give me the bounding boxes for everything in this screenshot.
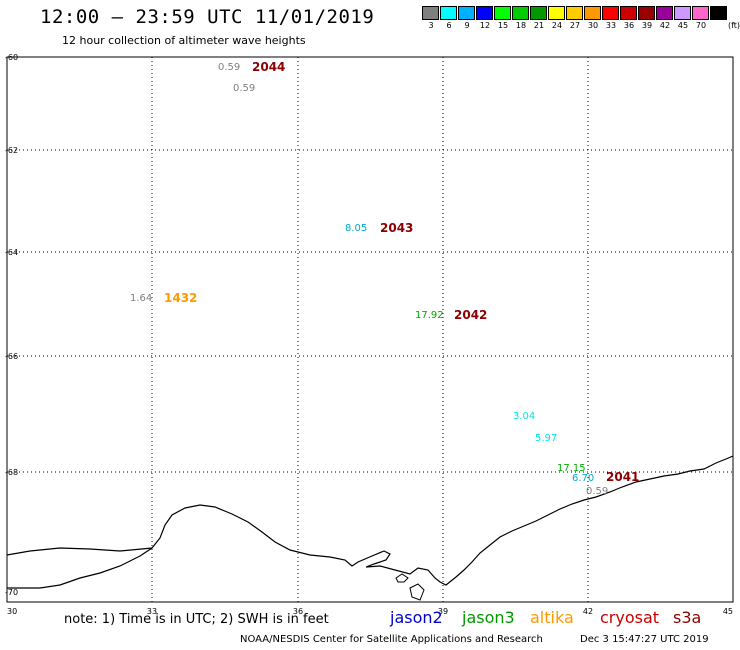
wave-height-value: 6.70 xyxy=(572,473,594,484)
legend-swatch xyxy=(584,6,601,20)
wave-height-value: 5.97 xyxy=(535,433,557,444)
graticule xyxy=(7,57,733,602)
legend-swatch-label: 18 xyxy=(515,21,527,30)
legend-swatch xyxy=(548,6,565,20)
credit-line: NOAA/NESDIS Center for Satellite Applica… xyxy=(240,634,543,645)
latitude-tick-label: -70 xyxy=(5,588,18,597)
legend-jason2: jason2 xyxy=(390,608,443,627)
pass-time-label: 1432 xyxy=(164,291,197,305)
wave-height-value: 8.05 xyxy=(345,223,367,234)
legend-cryosat: cryosat xyxy=(600,608,660,627)
legend-swatch xyxy=(692,6,709,20)
legend-swatch-label: 15 xyxy=(497,21,509,30)
longitude-tick-label: 33 xyxy=(147,607,157,616)
legend-swatch-label: 6 xyxy=(446,21,452,30)
legend-swatch xyxy=(656,6,673,20)
legend-swatch-label: 27 xyxy=(569,21,581,30)
longitude-tick-label: 30 xyxy=(7,607,17,616)
generation-timestamp: Dec 3 15:47:27 UTC 2019 xyxy=(580,634,709,645)
pass-time-label: 2041 xyxy=(606,470,639,484)
longitude-tick-label: 42 xyxy=(583,607,593,616)
legend-swatch-label: 3 xyxy=(428,21,434,30)
legend-swatch-label: 9 xyxy=(464,21,470,30)
legend-swatch xyxy=(440,6,457,20)
legend-unit: (ft) xyxy=(728,21,740,30)
legend-swatch xyxy=(620,6,637,20)
legend-swatch-label: 42 xyxy=(659,21,671,30)
wave-height-value: 0.59 xyxy=(233,83,255,94)
map-subtitle: 12 hour collection of altimeter wave hei… xyxy=(62,34,306,47)
legend-swatch xyxy=(530,6,547,20)
latitude-tick-label: -68 xyxy=(5,468,18,477)
longitude-tick-label: 36 xyxy=(293,607,303,616)
legend-swatch-label: 12 xyxy=(479,21,491,30)
legend-s3a: s3a xyxy=(673,608,702,627)
pass-time-label: 2042 xyxy=(454,308,487,322)
legend-swatch xyxy=(566,6,583,20)
legend-swatch xyxy=(710,6,727,20)
axis-tick-labels: 30 33 36 39 42 45 -60 -62 -64 -66 -68 -70 xyxy=(5,53,733,616)
latitude-tick-label: -62 xyxy=(5,146,18,155)
pass-time-label: 2043 xyxy=(380,221,413,235)
legend-swatch-label: 30 xyxy=(587,21,599,30)
legend-swatch-label: 36 xyxy=(623,21,635,30)
legend-swatch xyxy=(638,6,655,20)
coastline-island xyxy=(409,583,425,601)
wave-height-value: 1.64 xyxy=(130,293,152,304)
wave-height-value: 17.15 xyxy=(557,463,586,474)
latitude-tick-label: -64 xyxy=(5,248,18,257)
wave-height-legend xyxy=(422,6,728,20)
coastline-segment xyxy=(6,547,153,556)
map-frame xyxy=(6,56,734,603)
legend-swatch xyxy=(458,6,475,20)
units-note: note: 1) Time is in UTC; 2) SWH is in fe… xyxy=(64,612,329,627)
longitude-tick-label: 39 xyxy=(438,607,448,616)
wave-height-value: 3.04 xyxy=(513,411,535,422)
legend-swatch xyxy=(674,6,691,20)
observation-labels: 0.59 2044 0.59 8.05 2043 1.64 1432 17.92 2042 3.0… xyxy=(130,60,639,497)
legend-altika: altika xyxy=(530,608,574,627)
longitude-tick-label: 45 xyxy=(723,607,733,616)
legend-swatch-label: 70 xyxy=(695,21,707,30)
legend-swatch xyxy=(476,6,493,20)
pass-time-label: 2044 xyxy=(252,60,285,74)
legend-swatch xyxy=(494,6,511,20)
legend-swatch-label: 21 xyxy=(533,21,545,30)
legend-swatch xyxy=(602,6,619,20)
legend-swatch-label: 45 xyxy=(677,21,689,30)
legend-swatch-label: 39 xyxy=(641,21,653,30)
legend-jason3: jason3 xyxy=(462,608,515,627)
wave-height-legend-labels: 3 6 9 12 15 18 21 24 27 30 33 36 39 42 45 70 (ft) xyxy=(422,21,740,30)
wave-height-value: 0.59 xyxy=(218,62,240,73)
latitude-tick-label: -60 xyxy=(5,53,18,62)
legend-swatch-label: 33 xyxy=(605,21,617,30)
legend-swatch xyxy=(422,6,439,20)
wave-height-value: 0.59 xyxy=(586,486,608,497)
wave-height-value: 17.92 xyxy=(415,310,444,321)
map-title: 12:00 — 23:59 UTC 11/01/2019 xyxy=(40,6,375,28)
antarctic-coastline xyxy=(7,455,734,589)
coastline-island xyxy=(395,573,409,583)
latitude-tick-label: -66 xyxy=(5,352,18,361)
legend-swatch xyxy=(512,6,529,20)
legend-swatch-label: 24 xyxy=(551,21,563,30)
